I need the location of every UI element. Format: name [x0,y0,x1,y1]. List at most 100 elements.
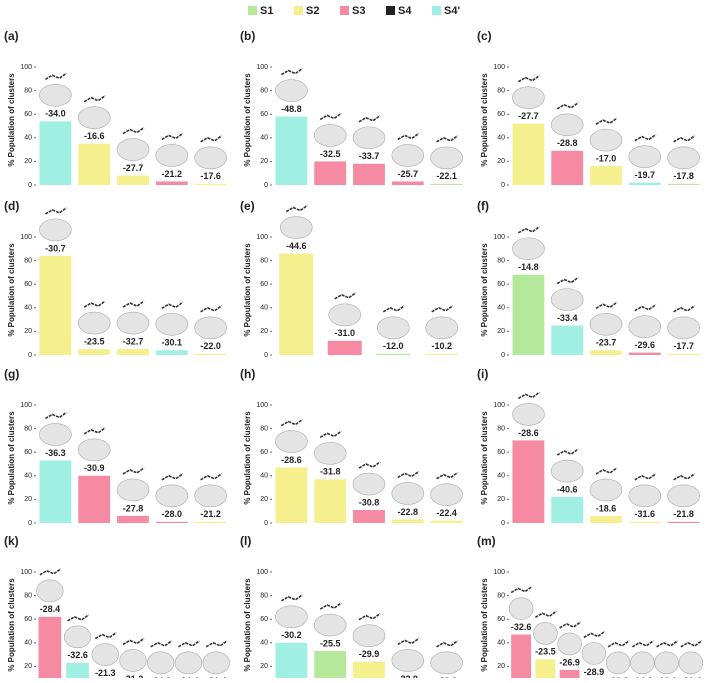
protein-sketch [77,106,111,129]
bar [194,183,227,185]
panel-label: (h) [240,367,255,381]
energy-label: -34.0 [45,109,66,119]
bar [155,350,188,355]
protein-sketch [512,86,545,109]
y-axis-label: % Population of clusters [7,243,16,337]
bar [376,353,411,355]
energy-label: -23.7 [596,338,617,348]
protein-sketch [77,438,111,462]
y-tick-label: 20 [497,158,505,165]
protein-sketch [628,315,662,338]
panel: (e) % Population of clusters 0 20 40 60 80 100 -… [240,199,459,359]
ligand-sketch [285,204,308,213]
panel-label: (d) [4,199,19,213]
protein-sketch [36,579,64,603]
y-tick-label: 100 [256,569,268,576]
protein-sketch [667,484,700,508]
y-tick-label: 100 [256,64,268,71]
y-axis-label: % Population of clusters [7,578,16,672]
legend-swatch [340,6,349,15]
ligand-sketch [200,305,223,313]
protein-sketch [119,649,147,672]
bar [511,634,532,683]
ligand-sketch [634,133,657,142]
y-tick-label: 100 [20,64,32,71]
y-tick-label: 40 [497,135,505,142]
energy-label: -23.5 [84,336,105,346]
y-tick-label: 40 [24,640,32,647]
bar [117,349,149,355]
protein-sketch [275,605,308,629]
y-axis-label: % Population of clusters [7,73,16,167]
protein-sketch [313,124,347,147]
protein-sketch [202,651,230,675]
panel: (g) % Population of clusters 0 20 40 60 80 100 -… [4,367,227,527]
ligand-sketch [122,467,145,475]
energy-label: -32.7 [123,336,144,346]
y-tick-label: 80 [497,87,505,94]
y-tick-label: 60 [260,616,268,623]
ligand-sketch [556,276,579,285]
ligand-sketch [122,126,145,135]
legend-label: S1 [260,5,273,17]
y-tick-label: 40 [24,135,32,142]
energy-label: -36.3 [45,448,66,458]
ligand-sketch [595,301,618,309]
legend-label: S4' [444,5,460,17]
panel-label: (i) [477,367,488,381]
y-tick-label: 100 [20,569,32,576]
y-tick-label: 40 [24,473,32,480]
y-tick-label: 80 [260,425,268,432]
ligand-sketch [161,132,184,141]
ligand-sketch [45,207,67,215]
legend-label: S2 [306,5,319,17]
ligand-sketch [559,621,582,629]
protein-sketch [391,144,425,167]
ligand-sketch [680,640,703,648]
y-axis-label: % Population of clusters [7,411,16,505]
ligand-sketch [200,473,223,481]
protein-sketch [376,316,410,340]
ligand-sketch [358,613,381,621]
protein-sketch [654,651,679,675]
y-tick-label: 40 [260,135,268,142]
bar [512,123,545,185]
protein-sketch [77,311,111,335]
energy-label: -14.8 [518,262,539,272]
ligand-sketch [94,631,117,640]
energy-label: -31.2 [123,674,144,678]
energy-label: -28.6 [281,455,302,465]
protein-sketch [557,632,582,656]
bar [512,440,545,523]
ligand-sketch [281,67,303,76]
panel: (c) % Population of clusters 0 20 40 60 80 100 -… [477,29,700,189]
energy-label: -27.7 [123,163,144,173]
y-axis-label: % Population of clusters [243,578,252,672]
protein-sketch [550,113,584,137]
energy-label: -30.1 [162,338,183,348]
y-tick-label: 100 [493,64,505,71]
protein-sketch [512,237,545,261]
energy-label: -17.8 [673,171,694,181]
bar [628,521,661,523]
protein-sketch [667,316,700,340]
protein-sketch [174,651,203,675]
y-tick-label: 80 [497,592,505,599]
ligand-sketch [631,640,654,648]
y-tick-label: 0 [264,520,268,527]
ligand-sketch [583,630,606,639]
ligand-sketch [161,301,184,309]
y-tick-label: 80 [260,257,268,264]
protein-sketch [589,478,623,502]
bar [535,659,556,683]
protein-sketch [589,128,623,152]
ligand-sketch [161,473,184,481]
y-tick-label: 80 [24,425,32,432]
ligand-sketch [510,585,533,594]
bar [66,662,89,683]
y-tick-label: 40 [497,305,505,312]
protein-sketch [352,472,386,496]
protein-sketch [352,624,386,647]
energy-label: -32.6 [67,650,88,660]
